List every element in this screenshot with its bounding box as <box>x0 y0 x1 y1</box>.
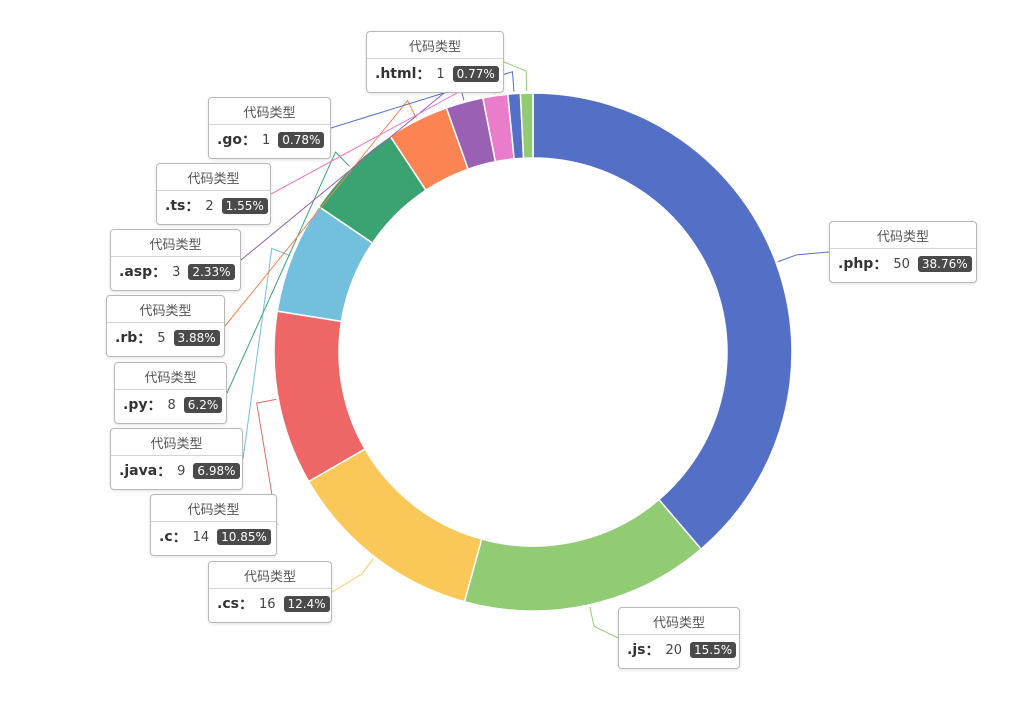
data-label-body: .html： 1 0.77% <box>367 59 503 90</box>
leader-line-cs <box>331 558 374 593</box>
slice-separator: ： <box>238 597 253 613</box>
data-label-c: 代码类型 .c： 14 10.85% <box>150 494 277 556</box>
data-label-body: .js： 20 15.5% <box>619 635 739 666</box>
slice-value: 8 <box>167 397 176 413</box>
data-label-title: 代码类型 <box>619 608 739 635</box>
slice-value: 20 <box>665 642 682 658</box>
slice-separator: ： <box>152 265 167 281</box>
data-label-body: .asp： 3 2.33% <box>111 257 240 288</box>
data-label-js: 代码类型 .js： 20 15.5% <box>618 607 740 669</box>
leader-line-c <box>256 398 278 526</box>
slice-value: 1 <box>436 66 445 82</box>
data-label-title: 代码类型 <box>209 98 330 125</box>
slice-value: 2 <box>205 198 214 214</box>
slice-separator: ： <box>147 398 162 414</box>
slice-percent-badge: 2.33% <box>188 264 235 280</box>
slice-name: .js <box>627 642 646 658</box>
leader-line-rb <box>224 99 417 327</box>
data-label-title: 代码类型 <box>111 429 242 456</box>
slice-name: .ts <box>165 198 186 214</box>
data-label-body: .php： 50 38.76% <box>830 249 976 280</box>
slice-separator: ： <box>873 257 888 273</box>
slice-separator: ： <box>416 67 431 83</box>
data-label-ts: 代码类型 .ts： 2 1.55% <box>156 163 271 225</box>
donut-slice-c[interactable] <box>273 310 367 483</box>
data-label-asp: 代码类型 .asp： 3 2.33% <box>110 229 241 291</box>
data-label-body: .go： 1 0.78% <box>209 125 330 156</box>
data-label-body: .rb： 5 3.88% <box>107 323 224 354</box>
data-label-title: 代码类型 <box>830 222 976 249</box>
slice-separator: ： <box>172 530 187 546</box>
donut-slice-php[interactable] <box>532 92 793 551</box>
data-label-java: 代码类型 .java： 9 6.98% <box>110 428 243 490</box>
data-label-title: 代码类型 <box>209 562 331 589</box>
slice-name: .c <box>159 529 173 545</box>
slice-value: 14 <box>192 529 210 545</box>
slice-name: .html <box>375 66 417 82</box>
data-label-py: 代码类型 .py： 8 6.2% <box>114 362 227 424</box>
data-label-title: 代码类型 <box>367 32 503 59</box>
slice-name: .go <box>217 132 242 148</box>
slice-value: 16 <box>258 596 276 612</box>
data-label-cs: 代码类型 .cs： 16 12.4% <box>208 561 332 623</box>
leader-line-php <box>777 251 830 263</box>
slice-value: 3 <box>172 264 181 280</box>
donut-slice-js[interactable] <box>463 498 703 612</box>
data-label-body: .ts： 2 1.55% <box>157 191 270 222</box>
data-label-body: .java： 9 6.98% <box>111 456 242 487</box>
slice-percent-badge: 10.85% <box>217 529 271 545</box>
slice-percent-badge: 12.4% <box>283 596 330 612</box>
data-label-body: .cs： 16 12.4% <box>209 589 331 620</box>
donut-slice-html[interactable] <box>519 92 534 160</box>
data-label-title: 代码类型 <box>115 363 226 390</box>
slice-value: 50 <box>893 256 910 272</box>
slice-name: .cs <box>217 596 239 612</box>
leader-line-html <box>503 61 528 92</box>
slice-name: .asp <box>119 264 153 280</box>
slice-percent-badge: 0.78% <box>278 132 325 148</box>
slice-value: 9 <box>177 463 186 479</box>
slice-percent-badge: 6.98% <box>193 463 240 479</box>
slice-separator: ： <box>137 331 152 347</box>
slice-separator: ： <box>241 133 256 149</box>
slice-name: .rb <box>115 330 138 346</box>
slice-name: .py <box>123 397 148 413</box>
slice-percent-badge: 1.55% <box>221 198 268 214</box>
slice-percent-badge: 15.5% <box>690 642 737 658</box>
slice-name: .java <box>119 463 158 479</box>
slice-name: .php <box>838 256 874 272</box>
data-label-rb: 代码类型 .rb： 5 3.88% <box>106 295 225 357</box>
slice-percent-badge: 6.2% <box>183 397 223 413</box>
data-label-body: .py： 8 6.2% <box>115 390 226 421</box>
data-label-php: 代码类型 .php： 50 38.76% <box>829 221 977 283</box>
slice-separator: ： <box>157 464 172 480</box>
slice-separator: ： <box>185 199 200 215</box>
donut-slice-cs[interactable] <box>307 447 483 603</box>
slice-percent-badge: 3.88% <box>173 330 220 346</box>
data-label-go: 代码类型 .go： 1 0.78% <box>208 97 331 159</box>
data-label-title: 代码类型 <box>111 230 240 257</box>
slice-value: 5 <box>157 330 166 346</box>
leader-line-go <box>330 71 515 129</box>
slice-percent-badge: 38.76% <box>917 256 972 272</box>
slice-separator: ： <box>645 643 660 659</box>
leader-line-py <box>226 151 350 394</box>
data-label-body: .c： 14 10.85% <box>151 522 276 553</box>
data-label-html: 代码类型 .html： 1 0.77% <box>366 31 504 93</box>
data-label-title: 代码类型 <box>151 495 276 522</box>
slice-value: 1 <box>261 132 271 148</box>
slice-percent-badge: 0.77% <box>452 66 499 82</box>
leader-line-js <box>589 606 619 639</box>
data-label-title: 代码类型 <box>107 296 224 323</box>
data-label-title: 代码类型 <box>157 164 270 191</box>
